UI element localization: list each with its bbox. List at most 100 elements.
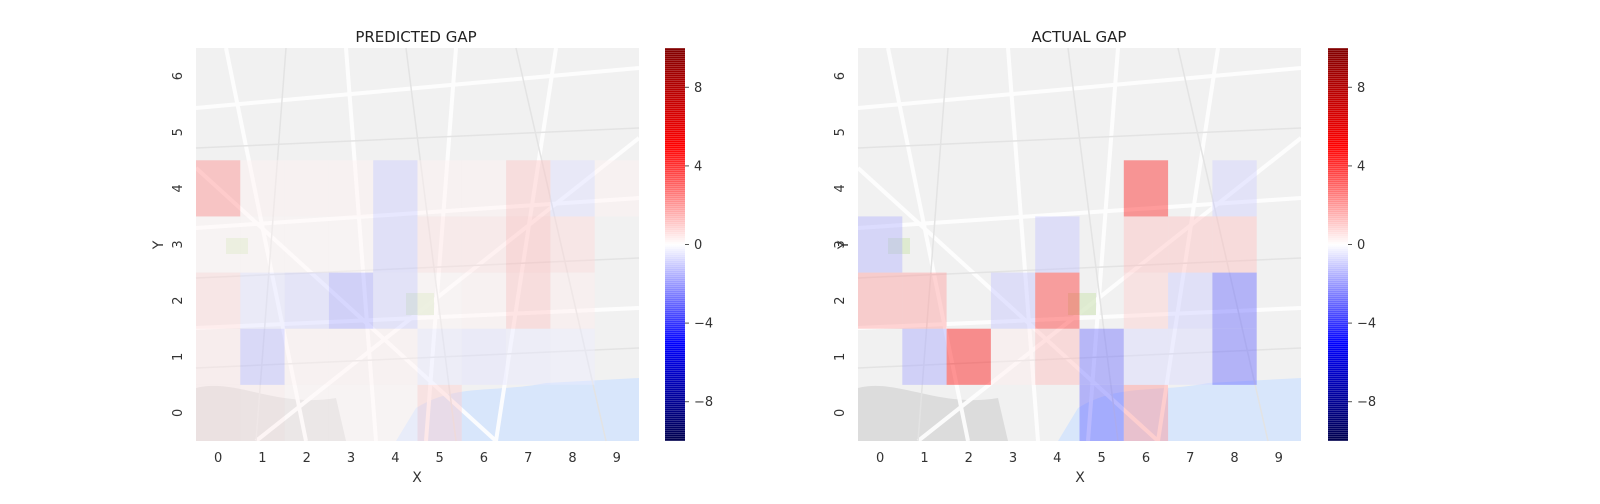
heatmap-cell <box>1212 160 1257 217</box>
y-tick-label: 3 <box>171 240 186 248</box>
y-tick-labels: 0 1 2 3 4 5 6 <box>833 72 848 417</box>
x-tick-label: 6 <box>1142 451 1150 466</box>
heatmap-cell <box>1212 216 1257 273</box>
heatmap-cell <box>461 216 507 273</box>
x-tick-labels: 0 1 2 3 4 5 6 7 8 9 <box>214 451 621 466</box>
x-tick-label: 0 <box>214 451 222 466</box>
colorbar-tick-label: 4 <box>1357 159 1365 174</box>
y-tick-label: 3 <box>833 240 848 248</box>
heatmap-cell <box>1168 216 1213 273</box>
y-tick-label: 0 <box>171 409 186 417</box>
heatmap-cell <box>461 272 507 329</box>
heatmap-cell <box>373 328 418 385</box>
heatmap-cell <box>196 384 241 441</box>
heatmap-cell <box>328 160 374 217</box>
x-tick-label: 2 <box>303 451 311 466</box>
chart-title: PREDICTED GAP <box>355 28 476 46</box>
heatmap-cell <box>196 216 241 273</box>
heatmap-cell <box>417 384 462 441</box>
colorbar-tick-labels: 8 4 0 −4 −8 <box>1348 81 1376 410</box>
heatmap-cell <box>1168 328 1213 385</box>
heatmap-cell <box>990 272 1036 329</box>
colorbar-tick-label: 8 <box>694 81 702 96</box>
x-tick-label: 3 <box>1009 451 1017 466</box>
heatmap-cell <box>373 384 418 441</box>
heatmap-cell <box>1035 216 1080 273</box>
map-background <box>194 47 641 443</box>
heatmap-cell <box>328 384 374 441</box>
heatmap-cell <box>506 160 551 217</box>
colorbar-tick-label: 4 <box>694 159 702 174</box>
colorbar-tick-labels: 8 4 0 −4 −8 <box>685 81 713 410</box>
chart-title: ACTUAL GAP <box>1032 28 1127 46</box>
heatmap-cell <box>328 216 374 273</box>
colorbar-tick-label: −8 <box>694 395 713 410</box>
heatmap-panel-predicted: PREDICTED GAP 0 1 2 3 4 5 6 7 8 9 0 1 2 3 4 5 6 X Y <box>151 28 713 486</box>
x-tick-label: 7 <box>524 451 532 466</box>
heatmap-cell <box>1123 216 1169 273</box>
y-tick-label: 1 <box>833 353 848 361</box>
colorbar: 8 4 0 −4 −8 <box>665 48 713 441</box>
heatmap-cell <box>550 216 595 273</box>
heatmap-cell <box>1123 328 1169 385</box>
y-tick-label: 4 <box>833 184 848 192</box>
y-axis-label: Y <box>151 240 167 250</box>
x-tick-label: 1 <box>258 451 266 466</box>
heatmap-cell <box>328 272 374 329</box>
x-tick-label: 3 <box>347 451 355 466</box>
heatmap-cell <box>284 160 329 217</box>
heatmap-cell <box>550 272 595 329</box>
heatmap-panel-actual: ACTUAL GAP 0 1 2 3 4 5 6 7 8 9 0 1 2 3 4 5 6 X Y 8 4 <box>833 28 1376 486</box>
heatmap-cell <box>990 328 1036 385</box>
heatmap-cell <box>240 384 285 441</box>
heatmap-cell <box>328 328 374 385</box>
y-tick-label: 6 <box>171 72 186 80</box>
x-tick-label: 9 <box>613 451 621 466</box>
heatmap-cell <box>902 272 947 329</box>
heatmap-cell <box>594 160 639 217</box>
heatmap-cell <box>1079 328 1124 385</box>
x-tick-label: 5 <box>1098 451 1106 466</box>
heatmap-cell <box>373 272 418 329</box>
y-tick-label: 5 <box>833 128 848 136</box>
heatmap-cell <box>506 328 551 385</box>
heatmap-cell <box>284 384 329 441</box>
heatmap-cell <box>1035 328 1080 385</box>
colorbar-tick-label: −4 <box>694 317 713 332</box>
heatmap-cells <box>858 160 1257 441</box>
heatmap-cell <box>1123 160 1169 217</box>
x-tick-label: 8 <box>1230 451 1238 466</box>
y-tick-label: 2 <box>171 296 186 304</box>
y-tick-label: 6 <box>833 72 848 80</box>
heatmap-cell <box>1123 384 1169 441</box>
heatmap-cell <box>417 272 462 329</box>
x-tick-label: 5 <box>435 451 443 466</box>
heatmap-cell <box>373 160 418 217</box>
heatmap-cell <box>461 328 507 385</box>
heatmap-cell <box>196 272 241 329</box>
x-tick-label: 9 <box>1275 451 1283 466</box>
heatmap-cell <box>373 216 418 273</box>
heatmap-cells <box>196 160 639 441</box>
y-tick-label: 0 <box>833 409 848 417</box>
x-tick-label: 7 <box>1186 451 1194 466</box>
colorbar-tick-label: 8 <box>1357 81 1365 96</box>
heatmap-cell <box>461 160 507 217</box>
y-tick-label: 2 <box>833 296 848 304</box>
heatmap-cell <box>417 160 462 217</box>
heatmap-cell <box>1168 272 1213 329</box>
heatmap-cell <box>417 328 462 385</box>
heatmap-cell <box>196 328 241 385</box>
heatmap-cell <box>284 216 329 273</box>
colorbar-tick-label: 0 <box>694 238 702 253</box>
colorbar-tick-label: 0 <box>1357 238 1365 253</box>
y-tick-label: 1 <box>171 353 186 361</box>
heatmap-cell <box>858 216 903 273</box>
heatmap-cell <box>284 328 329 385</box>
colorbar: 8 4 0 −4 −8 <box>1328 48 1376 441</box>
heatmap-cell <box>1212 272 1257 329</box>
y-tick-label: 4 <box>171 184 186 192</box>
y-tick-labels: 0 1 2 3 4 5 6 <box>171 72 186 417</box>
heatmap-cell <box>550 160 595 217</box>
